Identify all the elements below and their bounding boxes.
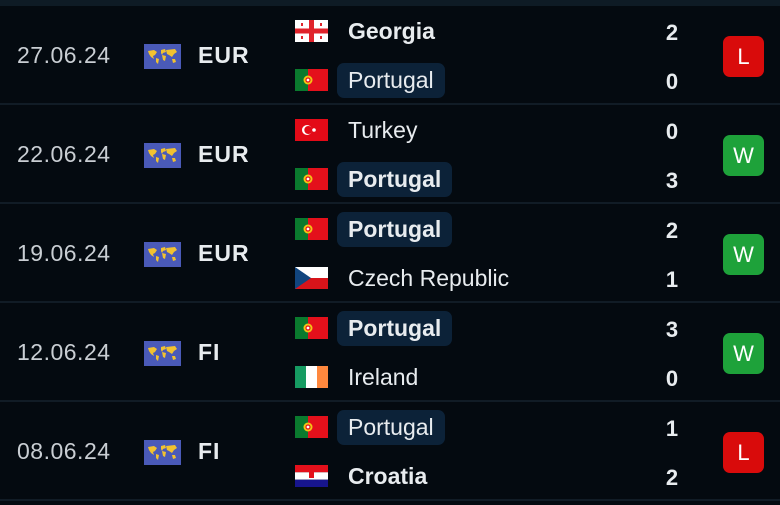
croatia-flag-icon bbox=[295, 465, 328, 487]
world-map-icon bbox=[144, 242, 181, 267]
away-score: 1 bbox=[665, 267, 679, 292]
home-score: 0 bbox=[665, 119, 679, 144]
team-name: Portugal bbox=[337, 161, 453, 197]
match-date: 27.06.24 bbox=[17, 42, 111, 68]
top-divider bbox=[0, 0, 780, 6]
team-name: Portugal bbox=[337, 62, 445, 98]
team-away[interactable]: Croatia bbox=[295, 458, 438, 494]
team-away[interactable]: Ireland bbox=[295, 359, 429, 395]
competition-label: FI bbox=[198, 339, 221, 365]
match-date: 08.06.24 bbox=[17, 438, 111, 464]
team-away[interactable]: Portugal bbox=[295, 62, 445, 98]
team-name: Portugal bbox=[337, 310, 453, 346]
away-score: 0 bbox=[665, 69, 679, 94]
world-map-icon bbox=[144, 143, 181, 168]
team-name: Portugal bbox=[337, 211, 453, 247]
result-badge: L bbox=[723, 36, 764, 77]
team-away[interactable]: Czech Republic bbox=[295, 260, 520, 296]
portugal-flag-icon bbox=[295, 168, 328, 190]
portugal-flag-icon bbox=[295, 317, 328, 339]
portugal-flag-icon bbox=[295, 218, 328, 240]
result-badge: W bbox=[723, 135, 764, 176]
match-row[interactable]: 12.06.24 FI Portugal Ireland 3 0 W bbox=[0, 303, 780, 402]
competition-label: FI bbox=[198, 438, 221, 464]
match-row[interactable]: 08.06.24 FI Portugal Croatia 1 2 L bbox=[0, 402, 780, 501]
match-row[interactable]: 27.06.24 EUR Georgia Portugal 2 0 L bbox=[0, 6, 780, 105]
away-score: 3 bbox=[665, 168, 679, 193]
team-name: Georgia bbox=[348, 17, 435, 44]
home-score: 3 bbox=[665, 317, 679, 342]
portugal-flag-icon bbox=[295, 69, 328, 91]
away-score: 0 bbox=[665, 366, 679, 391]
home-score: 2 bbox=[665, 20, 679, 45]
world-map-icon bbox=[144, 44, 181, 69]
turkey-flag-icon bbox=[295, 119, 328, 141]
team-home[interactable]: Portugal bbox=[295, 211, 453, 247]
ireland-flag-icon bbox=[295, 366, 328, 388]
result-badge: W bbox=[723, 333, 764, 374]
team-home[interactable]: Portugal bbox=[295, 409, 445, 445]
match-date: 19.06.24 bbox=[17, 240, 111, 266]
home-score: 1 bbox=[665, 416, 679, 441]
team-name: Turkey bbox=[348, 116, 418, 143]
world-map-icon bbox=[144, 341, 181, 366]
portugal-flag-icon bbox=[295, 416, 328, 438]
match-row[interactable]: 19.06.24 EUR Portugal Czech Republic 2 1… bbox=[0, 204, 780, 303]
team-name: Croatia bbox=[348, 462, 428, 489]
world-map-icon bbox=[144, 440, 181, 465]
georgia-flag-icon bbox=[295, 20, 328, 42]
czech-flag-icon bbox=[295, 267, 328, 289]
team-home[interactable]: Turkey bbox=[295, 112, 428, 148]
competition-label: EUR bbox=[198, 141, 250, 167]
result-badge: W bbox=[723, 234, 764, 275]
competition-label: EUR bbox=[198, 42, 250, 68]
competition-label: EUR bbox=[198, 240, 250, 266]
home-score: 2 bbox=[665, 218, 679, 243]
result-badge: L bbox=[723, 432, 764, 473]
team-away[interactable]: Portugal bbox=[295, 161, 453, 197]
match-list: 27.06.24 EUR Georgia Portugal 2 0 L 22.06… bbox=[0, 6, 780, 501]
team-name: Ireland bbox=[348, 363, 419, 390]
team-name: Portugal bbox=[337, 409, 445, 445]
team-home[interactable]: Georgia bbox=[295, 13, 446, 49]
match-row[interactable]: 22.06.24 EUR Turkey Portugal 0 3 W bbox=[0, 105, 780, 204]
match-date: 12.06.24 bbox=[17, 339, 111, 365]
away-score: 2 bbox=[665, 465, 679, 490]
team-home[interactable]: Portugal bbox=[295, 310, 453, 346]
match-date: 22.06.24 bbox=[17, 141, 111, 167]
team-name: Czech Republic bbox=[348, 264, 510, 291]
